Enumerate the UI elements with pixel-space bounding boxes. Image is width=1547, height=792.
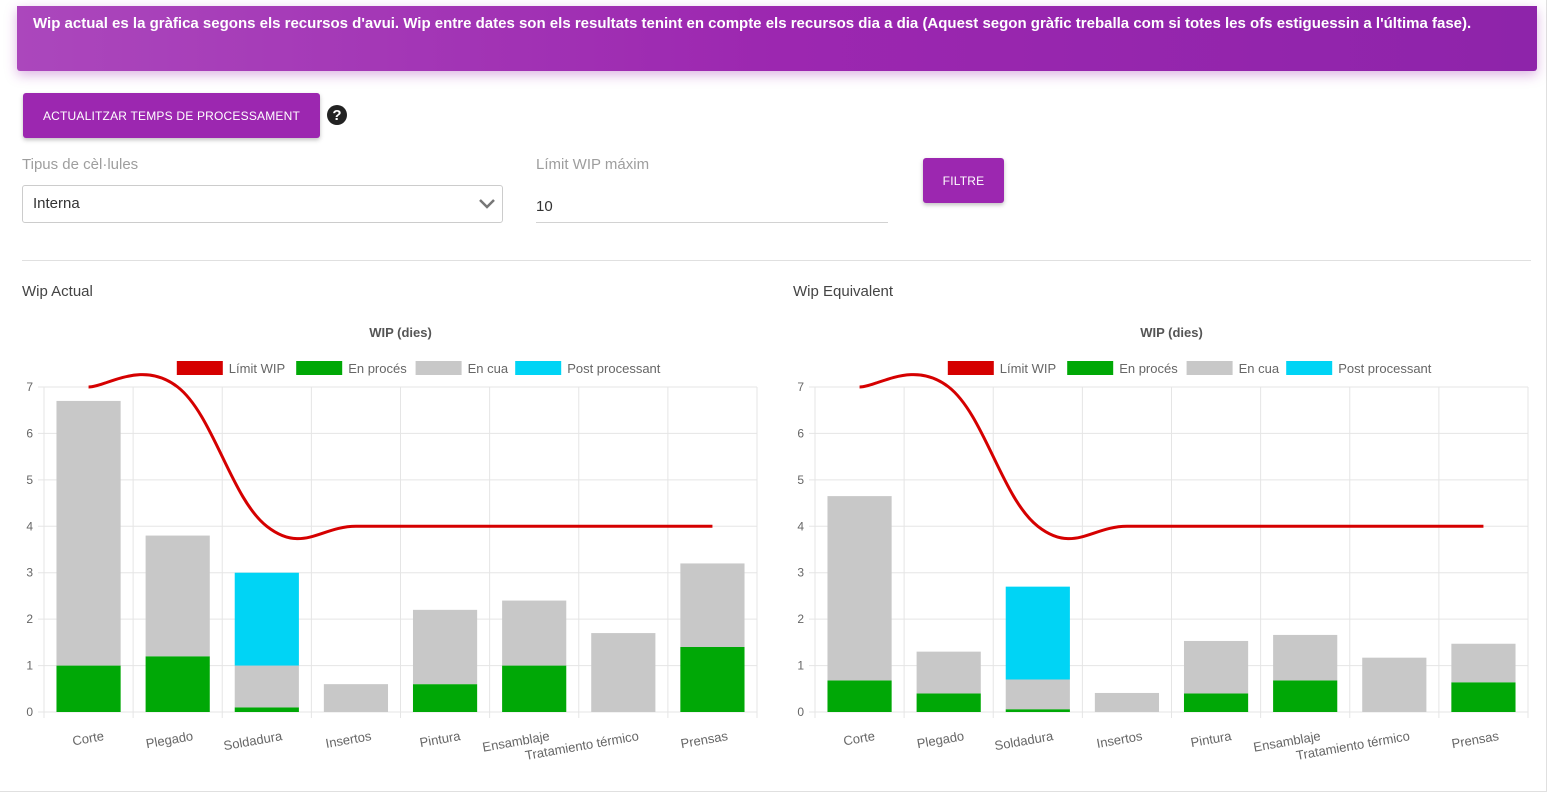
y-tick-label: 3 [797, 566, 804, 580]
info-banner-text: Wip actual es la gràfica segons els recu… [33, 15, 1472, 32]
bar-en-proces [827, 680, 892, 712]
chart-title: WIP (dies) [369, 325, 432, 340]
x-tick-label: Prensas [679, 728, 729, 751]
svg-text:?: ? [332, 107, 341, 124]
legend-label-post-processant: Post processant [567, 361, 661, 376]
wip-equivalent-heading: Wip Equivalent [793, 283, 894, 300]
bar-en-cua [1451, 643, 1516, 683]
bar-en-cua [680, 563, 745, 647]
y-tick-label: 2 [797, 612, 804, 626]
bar-post-processant [234, 572, 299, 666]
wip-actual-chart: WIP (dies) Límit WIP En procés En cua Post p… [26, 325, 758, 763]
y-tick-label: 7 [26, 380, 33, 394]
bar-en-proces [1451, 682, 1516, 712]
line-limit-wip [88, 373, 713, 541]
chevron-down-icon [479, 199, 495, 209]
filter-button[interactable]: FILTRE [923, 158, 1004, 203]
bar-en-proces [1183, 693, 1249, 712]
x-tick-label: Pintura [418, 728, 462, 750]
x-tick-label: Pintura [1189, 728, 1233, 750]
y-tick-label: 0 [797, 705, 804, 719]
y-tick-label: 7 [797, 380, 804, 394]
y-tick-label: 6 [26, 426, 33, 440]
bar-en-proces [1273, 680, 1338, 712]
x-tick-label: Prensas [1450, 728, 1500, 751]
legend-label-limit-wip: Límit WIP [1000, 361, 1056, 376]
x-tick-label: Corte [71, 728, 105, 748]
bar-en-proces [56, 665, 121, 712]
info-banner: Wip actual es la gràfica segons els recu… [17, 6, 1537, 71]
legend-label-en-cua: En cua [1239, 361, 1280, 376]
bar-en-cua [502, 600, 567, 666]
legend-swatch-en-proces [1067, 361, 1114, 375]
line-limit-wip [859, 373, 1484, 541]
bar-en-cua [827, 496, 892, 681]
question-circle-icon[interactable]: ? [326, 104, 348, 126]
bar-en-cua [591, 633, 656, 712]
bar-en-proces [412, 684, 478, 712]
update-processing-time-button[interactable]: ACTUALITZAR TEMPS DE PROCESSAMENT [23, 93, 320, 138]
bar-en-cua [1094, 692, 1160, 712]
y-tick-label: 1 [26, 659, 33, 673]
y-tick-label: 0 [26, 705, 33, 719]
legend-swatch-en-cua [415, 361, 462, 375]
legend-label-post-processant: Post processant [1338, 361, 1432, 376]
bar-en-cua [916, 651, 981, 694]
wip-equivalent-chart: WIP (dies) Límit WIP En procés En cua Post p… [797, 325, 1529, 763]
bar-en-cua [1362, 657, 1427, 712]
bar-en-cua [1183, 640, 1249, 694]
legend-label-en-proces: En procés [1119, 361, 1178, 376]
wip-actual-heading: Wip Actual [22, 283, 93, 300]
bar-en-proces [680, 647, 745, 712]
x-tick-label: Corte [842, 728, 876, 748]
section-divider [22, 260, 1531, 261]
bar-en-cua [323, 684, 389, 712]
cell-type-select[interactable]: Interna [22, 185, 503, 223]
y-tick-label: 4 [26, 519, 33, 533]
legend-swatch-en-cua [1186, 361, 1233, 375]
legend-label-en-proces: En procés [348, 361, 407, 376]
legend-swatch-post-processant [1286, 361, 1333, 375]
bar-post-processant [1005, 586, 1070, 680]
y-tick-label: 2 [26, 612, 33, 626]
x-tick-label: Soldadura [222, 728, 284, 753]
bar-en-proces [1005, 709, 1070, 712]
wip-limit-input[interactable] [536, 190, 888, 223]
y-tick-label: 4 [797, 519, 804, 533]
x-tick-label: Plegado [916, 728, 966, 751]
bar-en-cua [145, 535, 210, 657]
legend-swatch-limit-wip [176, 361, 223, 375]
cell-type-label: Tipus de cèl·lules [22, 156, 139, 173]
wip-limit-label: Límit WIP máxim [536, 156, 650, 173]
legend-swatch-limit-wip [947, 361, 994, 375]
x-tick-label: Soldadura [993, 728, 1055, 753]
chart-title: WIP (dies) [1140, 325, 1203, 340]
y-tick-label: 5 [797, 473, 804, 487]
y-tick-label: 5 [26, 473, 33, 487]
x-tick-label: Insertos [1095, 728, 1144, 751]
bar-en-proces [502, 665, 567, 712]
y-tick-label: 3 [26, 566, 33, 580]
legend-label-en-cua: En cua [468, 361, 509, 376]
x-tick-label: Insertos [324, 728, 373, 751]
bar-en-proces [234, 707, 299, 712]
bar-en-proces [916, 693, 981, 712]
bar-en-proces [145, 656, 210, 712]
legend-swatch-en-proces [296, 361, 343, 375]
y-tick-label: 6 [797, 426, 804, 440]
y-tick-label: 1 [797, 659, 804, 673]
bar-en-cua [412, 609, 478, 685]
bar-en-cua [1273, 634, 1338, 681]
legend-label-limit-wip: Límit WIP [229, 361, 285, 376]
bar-en-cua [234, 665, 299, 708]
bar-en-cua [1005, 679, 1070, 710]
x-tick-label: Plegado [145, 728, 195, 751]
bar-en-cua [56, 400, 121, 666]
cell-type-selected-value: Interna [33, 195, 80, 212]
legend-swatch-post-processant [515, 361, 562, 375]
